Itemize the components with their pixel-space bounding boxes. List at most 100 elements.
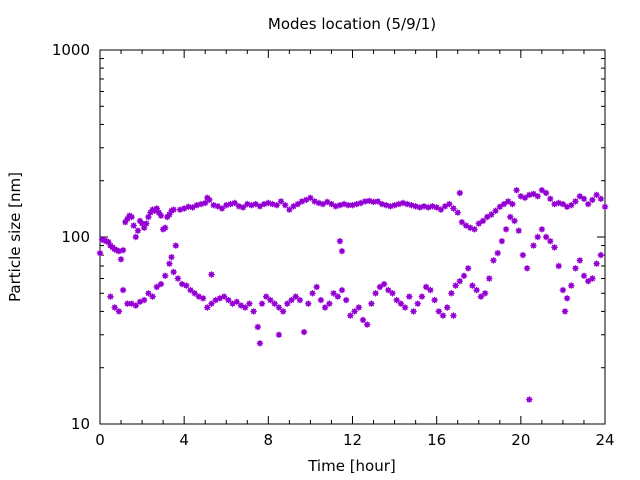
data-point — [319, 200, 327, 208]
data-point — [488, 211, 495, 218]
data-point — [225, 296, 232, 304]
data-point — [124, 300, 131, 307]
data-point — [145, 290, 152, 297]
data-point — [530, 242, 537, 249]
data-point — [479, 217, 487, 225]
data-point — [368, 300, 375, 307]
data-point — [484, 213, 491, 221]
data-point — [568, 201, 575, 209]
x-tick-label: 8 — [264, 431, 274, 449]
data-point — [296, 296, 304, 304]
data-point — [294, 200, 301, 208]
data-point — [258, 300, 266, 307]
data-point — [397, 300, 405, 307]
data-point — [132, 233, 140, 241]
data-point — [256, 340, 264, 347]
data-point — [313, 283, 320, 291]
data-point — [534, 233, 541, 241]
data-point — [282, 201, 289, 209]
data-point — [229, 300, 236, 307]
data-point — [284, 300, 291, 307]
data-point — [208, 300, 215, 307]
data-point — [105, 238, 112, 246]
data-point — [233, 298, 241, 305]
data-point — [220, 293, 228, 300]
data-point — [500, 200, 508, 208]
data-point — [153, 283, 161, 291]
data-point — [593, 260, 600, 267]
data-point — [437, 206, 445, 213]
data-point — [561, 308, 569, 315]
data-point — [172, 242, 180, 249]
data-point — [364, 321, 371, 328]
data-point — [551, 244, 558, 251]
data-point — [580, 272, 588, 279]
data-point — [462, 222, 470, 229]
data-point — [494, 249, 501, 257]
data-point — [589, 275, 596, 282]
data-point — [300, 328, 308, 336]
data-point — [288, 296, 295, 304]
data-point — [140, 224, 148, 232]
data-point — [206, 196, 213, 204]
data-point — [431, 296, 438, 304]
data-point — [237, 302, 245, 309]
data-point — [292, 293, 299, 300]
data-point — [435, 308, 442, 315]
data-point — [460, 272, 468, 279]
data-point — [465, 265, 472, 272]
data-point — [576, 257, 583, 264]
data-point — [370, 198, 377, 206]
data-point — [572, 198, 579, 205]
data-point — [511, 217, 518, 225]
x-tick-label: 0 — [95, 431, 105, 449]
data-point — [166, 260, 173, 267]
data-point — [143, 220, 150, 227]
data-point — [115, 308, 123, 315]
data-point — [201, 199, 209, 207]
data-point — [252, 200, 259, 208]
data-point — [168, 254, 175, 261]
data-point — [161, 272, 169, 279]
data-point — [166, 211, 173, 218]
data-point — [275, 304, 283, 311]
data-point — [439, 312, 447, 319]
data-point — [345, 201, 352, 209]
data-point — [555, 262, 562, 270]
data-point — [183, 282, 190, 289]
data-point — [161, 224, 169, 232]
data-point — [486, 275, 493, 282]
data-point — [456, 189, 463, 197]
data-point — [576, 193, 583, 200]
data-point — [185, 203, 192, 211]
data-point — [157, 212, 165, 219]
data-point — [107, 293, 114, 300]
data-point — [361, 198, 369, 205]
x-tick-label: 20 — [511, 431, 530, 449]
data-point — [214, 203, 222, 210]
data-point — [330, 290, 337, 297]
y-tick-label: 100 — [61, 228, 90, 246]
x-tick-label: 24 — [595, 431, 614, 449]
plot-border — [99, 49, 606, 425]
data-point — [515, 227, 522, 234]
data-point — [385, 286, 392, 294]
data-point — [157, 280, 165, 288]
chart-title: Modes location (5/9/1) — [268, 15, 436, 33]
data-point — [563, 295, 571, 302]
data-point — [481, 290, 489, 297]
data-point — [254, 323, 261, 331]
data-point — [422, 283, 430, 291]
data-point — [267, 296, 274, 304]
data-point — [351, 308, 358, 315]
data-point — [250, 308, 257, 315]
data-point — [338, 247, 346, 255]
data-point — [505, 198, 512, 205]
data-point — [119, 246, 127, 254]
data-point — [372, 290, 379, 297]
y-tick-label: 10 — [71, 415, 90, 433]
data-point — [307, 194, 314, 202]
data-point — [601, 203, 609, 211]
data-point — [286, 206, 293, 213]
data-points — [96, 186, 609, 403]
